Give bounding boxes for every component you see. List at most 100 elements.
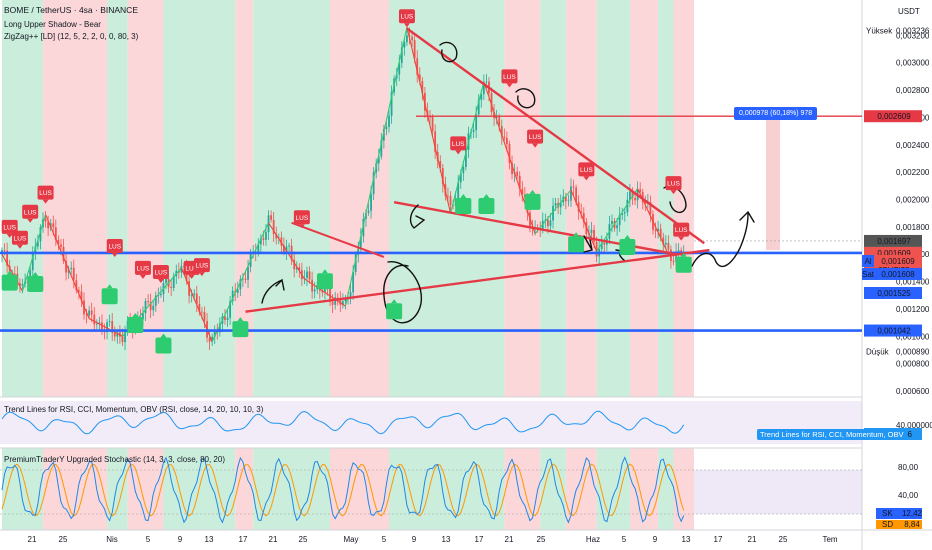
candle-body (270, 215, 273, 220)
candle-body (306, 271, 308, 278)
candle-body (242, 278, 244, 280)
annotation-stroke (691, 210, 755, 267)
candle-body (170, 287, 173, 288)
candle-body (259, 238, 262, 245)
sell-signal-pointer (678, 236, 685, 241)
price-axis-tick: 0,002200 (896, 168, 930, 177)
sell-signal-label: LUS (185, 265, 198, 272)
buy-signal-pointer (237, 317, 244, 322)
candle-body (31, 252, 34, 271)
price-axis-currency: USDT (898, 7, 920, 16)
candle-body (6, 250, 9, 266)
sell-signal-pointer (403, 23, 410, 28)
price-b-badge-bg (864, 286, 922, 299)
candle-body (362, 219, 365, 237)
time-axis-tick: 17 (239, 535, 248, 544)
candle-body (47, 221, 50, 229)
stoch-d-line (1, 463, 685, 517)
sell-signal-label: LUS (14, 235, 27, 242)
candle-body (567, 200, 570, 202)
candle-body (621, 213, 624, 215)
candle-body (634, 198, 636, 201)
candle-body (239, 279, 242, 290)
candle-body (618, 214, 621, 226)
zigzag-segment (304, 278, 346, 307)
stoch-pane-title[interactable]: PremiumTraderY Upgraded Stochastic (14, … (4, 455, 225, 464)
time-axis-tick: 25 (779, 535, 788, 544)
candle-body (380, 140, 383, 157)
candle-body (544, 219, 547, 221)
stoch-zone-bear (235, 448, 254, 530)
candle-body (352, 271, 355, 293)
high-label: Yüksek (866, 26, 893, 35)
candle-body (600, 242, 603, 250)
time-axis-tick: 25 (537, 535, 546, 544)
price-axis-tick: 0,000600 (896, 387, 930, 396)
buy-signal-pointer (529, 189, 536, 194)
candle-body (247, 266, 249, 280)
stoch-k-line (1, 456, 685, 524)
candle-body (211, 336, 214, 342)
buy-signal-marker (27, 275, 44, 292)
buy-signal-marker (675, 256, 692, 273)
time-axis-tick: 13 (682, 535, 691, 544)
candle-body (603, 242, 606, 245)
candle-body (554, 202, 557, 206)
sell-signal-pointer (42, 199, 49, 204)
candle-body (365, 212, 367, 220)
stoch-axis-80: 80,00 (898, 463, 919, 472)
candle-body (623, 212, 626, 214)
candle-body (203, 311, 206, 322)
sell-signal-pointer (455, 150, 462, 155)
candle-body (582, 213, 585, 223)
sell-signal-label: LUS (196, 263, 209, 270)
rsi-tag-label: Trend Lines for RSI, CCI, Momentum, OBV (757, 429, 907, 440)
candle-body (218, 323, 221, 333)
time-axis-tick: 13 (442, 535, 451, 544)
stoch-zone-bear (330, 448, 390, 530)
zone-bear (673, 0, 694, 397)
indicator-legend-1[interactable]: Long Upper Shadow - Bear (4, 20, 101, 29)
high-value: 0,003236 (896, 26, 930, 35)
stoch-zone-bull (253, 448, 331, 530)
candle-body (482, 82, 485, 95)
candle-body (272, 219, 275, 235)
candle-body (244, 278, 247, 280)
zigzag-segment (570, 189, 598, 252)
stoch-zone-bear (629, 448, 659, 530)
time-axis-tick: 17 (714, 535, 723, 544)
candle-body (452, 204, 454, 206)
candle-body (480, 94, 483, 100)
sell-label: Sat (862, 270, 875, 279)
candle-body (88, 310, 91, 316)
sell-signal-label: LUS (39, 190, 52, 197)
buy-signal-marker (316, 273, 333, 290)
time-axis-tick: 5 (622, 535, 627, 544)
rsi-pane-title[interactable]: Trend Lines for RSI, CCI, Momentum, OBV … (4, 405, 264, 414)
buy-signal-pointer (391, 299, 398, 304)
candle-body (385, 127, 388, 130)
signals: LUSLUSLUSLUSLUSLUSLUSLUSLUSLUSLUSLUSLUSL… (1, 9, 692, 354)
sell-signal-marker (501, 69, 518, 84)
candle-body (39, 227, 42, 242)
price-axis-tick: 0,002800 (896, 86, 930, 95)
candle-body (344, 299, 347, 302)
annotation-stroke (583, 235, 593, 253)
sell-signal-pointer (670, 190, 677, 195)
zigzag-segment (268, 222, 305, 280)
sell-signal-label: LUS (24, 209, 37, 216)
time-axis-tick: 25 (299, 535, 308, 544)
buy-signal-marker (455, 197, 472, 214)
indicator-legend-2[interactable]: ZigZag++ [LD] (12, 5, 2, 2, 0, 0, 80, 3) (4, 32, 139, 41)
candle-body (639, 189, 642, 193)
candle-body (57, 239, 60, 245)
symbol-title[interactable]: BOME / TetherUS · 4sa · BINANCE (4, 5, 138, 15)
buy-signal-pointer (6, 270, 13, 275)
buy-signal-marker (101, 288, 118, 305)
last-price-badge-bg (864, 234, 922, 247)
price-b-badge: 0,001525 (877, 289, 911, 298)
sd-value: 8,84 (904, 520, 920, 529)
candle-body (406, 35, 408, 43)
